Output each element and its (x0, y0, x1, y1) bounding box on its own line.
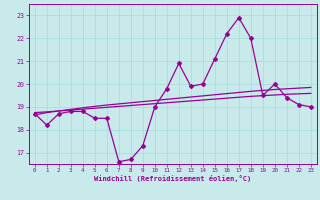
X-axis label: Windchill (Refroidissement éolien,°C): Windchill (Refroidissement éolien,°C) (94, 175, 252, 182)
